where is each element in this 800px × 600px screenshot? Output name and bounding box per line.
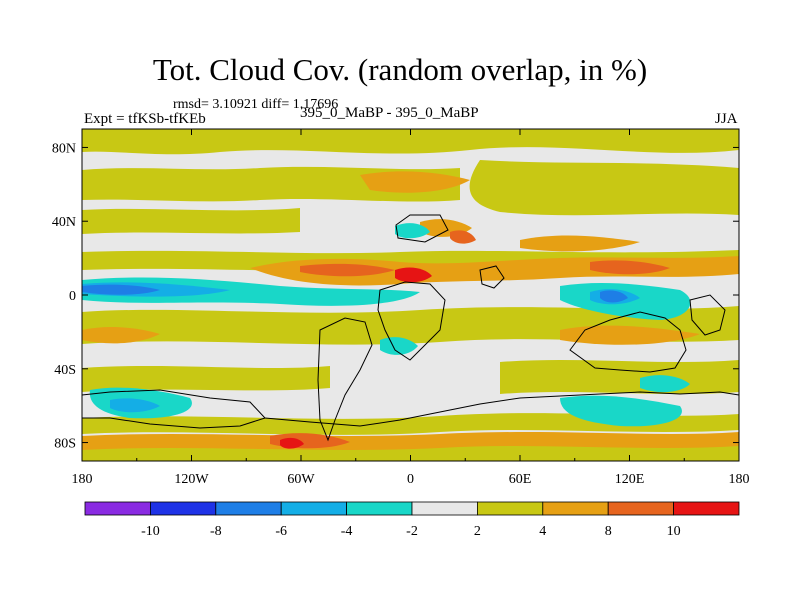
map-title: Tot. Cloud Cov. (random overlap, in %) xyxy=(152,52,648,87)
x-tick-label: 60E xyxy=(509,472,532,487)
y-tick-label: 80N xyxy=(52,141,76,156)
legend-label: -10 xyxy=(141,524,160,539)
y-tick-label: 40S xyxy=(54,363,76,378)
legend-swatch xyxy=(346,501,413,516)
legend-label: -6 xyxy=(275,524,287,539)
legend-label: -2 xyxy=(406,524,418,539)
legend-swatch xyxy=(607,501,675,516)
x-axis: 180 120W 60W 0 60E 120E 180 xyxy=(72,129,750,487)
x-tick-label: 120E xyxy=(615,472,645,487)
land-outlines xyxy=(81,214,740,442)
legend-swatch xyxy=(673,501,740,516)
contour-2-to-4 xyxy=(82,129,739,461)
legend-swatch xyxy=(215,501,282,516)
legend-label: 2 xyxy=(474,524,481,539)
legend-label: 10 xyxy=(667,524,681,539)
contour-above-10 xyxy=(280,267,432,449)
legend-swatch xyxy=(280,501,348,516)
y-axis: 80N 40N 0 40S 80S xyxy=(52,141,739,452)
legend-swatch xyxy=(411,501,478,516)
x-tick-label: 180 xyxy=(729,472,750,487)
legend-label: -4 xyxy=(341,524,353,539)
x-tick-label: 180 xyxy=(72,472,93,487)
legend-swatch xyxy=(476,501,544,516)
x-tick-label: 60W xyxy=(287,472,315,487)
y-tick-label: 0 xyxy=(69,289,76,304)
legend-label: -8 xyxy=(210,524,222,539)
season-label: JJA xyxy=(715,111,738,127)
x-tick-label: 120W xyxy=(174,472,209,487)
cases-label: 395_0_MaBP - 395_0_MaBP xyxy=(300,105,479,121)
legend-label: 8 xyxy=(605,524,612,539)
y-tick-label: 40N xyxy=(52,215,76,230)
stats-line: rmsd= 3.10921 diff= 1.17696 xyxy=(173,97,339,112)
legend-label: 4 xyxy=(539,524,546,539)
x-tick-label: 0 xyxy=(407,472,414,487)
legend-swatch xyxy=(542,501,609,516)
experiment-label: Expt = tfKSb-tfKEb xyxy=(84,111,206,127)
legend-swatch xyxy=(84,501,151,516)
contour-minus8-to-minus6 xyxy=(82,284,628,303)
legend-swatch xyxy=(149,501,217,516)
contour-field xyxy=(82,129,739,461)
y-tick-label: 80S xyxy=(54,437,76,452)
colorbar-legend: -10 -8 -6 -4 -2 2 4 8 10 xyxy=(84,501,740,539)
